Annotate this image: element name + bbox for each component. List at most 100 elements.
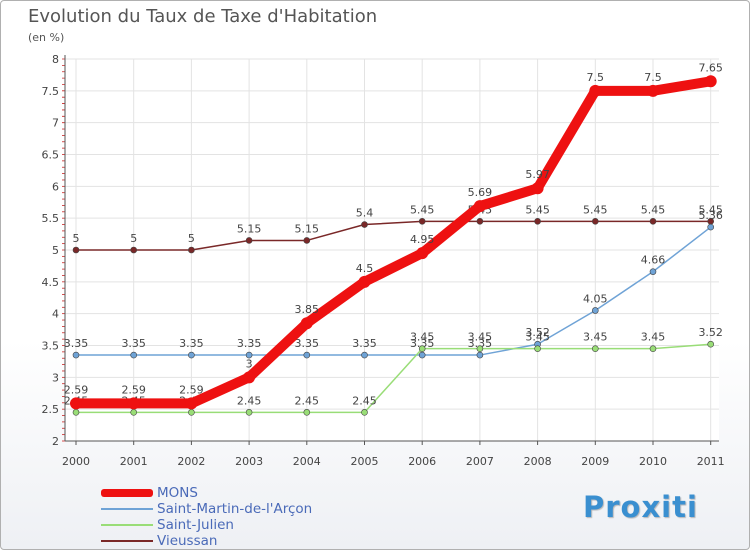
series-line: [75, 226, 712, 356]
data-label: 2.45: [237, 394, 262, 407]
data-label: 5.45: [525, 203, 550, 216]
legend-swatch-saint-martin: [101, 508, 153, 510]
data-label: 3.35: [64, 337, 89, 350]
data-label: 2.45: [295, 394, 320, 407]
data-point: [591, 307, 599, 314]
x-tick-label: 2006: [408, 455, 436, 468]
data-label: 5.45: [698, 203, 723, 216]
chart-legend: MONS Saint-Martin-de-l'Arçon Saint-Julie…: [101, 485, 312, 549]
data-label: 5.45: [583, 203, 608, 216]
data-point: [130, 246, 137, 254]
data-point: [589, 84, 602, 97]
data-point: [534, 345, 541, 352]
data-label: 7.65: [698, 61, 723, 74]
data-label: 3.45: [468, 331, 493, 344]
legend-item-saint-julien: Saint-Julien: [101, 517, 312, 533]
legend-label-saint-martin: Saint-Martin-de-l'Arçon: [157, 501, 313, 517]
data-label: 3.35: [410, 337, 435, 350]
y-tick-label: 7: [52, 117, 59, 130]
data-label: 4.5: [356, 262, 374, 275]
legend-swatch-mons: [101, 489, 153, 497]
data-point: [185, 397, 198, 410]
x-tick-label: 2005: [351, 455, 379, 468]
data-point: [70, 397, 82, 410]
data-point: [418, 351, 426, 359]
data-point: [303, 409, 311, 416]
data-label: 3.85: [295, 303, 320, 316]
legend-label-saint-julien: Saint-Julien: [157, 517, 234, 533]
data-point: [704, 75, 717, 88]
data-point: [188, 409, 195, 416]
x-tick-label: 2004: [293, 455, 321, 468]
series-saint-martin-de-l-ar-on: 3.35 3.35 3.35 3.35 3.35 3.35 3.35 3.35 3.52 4.05…: [64, 209, 723, 359]
data-label: 4.66: [641, 254, 666, 267]
data-point: [707, 340, 715, 348]
y-tick-label: 7.5: [42, 85, 60, 98]
data-label: 3.52: [698, 326, 723, 339]
data-point: [72, 409, 80, 416]
data-point: [130, 351, 137, 359]
chart-unit-label: (en %): [28, 31, 65, 44]
data-label: 2.59: [121, 383, 146, 396]
data-point: [188, 246, 195, 254]
data-point: [534, 218, 541, 225]
data-point: [649, 218, 657, 225]
data-point: [72, 351, 80, 359]
data-label: 7.5: [644, 71, 662, 84]
series-line: [75, 343, 712, 414]
data-point: [245, 409, 253, 416]
data-point: [245, 237, 253, 244]
data-point: [418, 218, 426, 225]
data-label: 7.5: [587, 71, 605, 84]
data-label: 5: [188, 232, 195, 245]
y-tick-label: 6: [52, 180, 59, 193]
data-label: 3.45: [641, 331, 666, 344]
legend-label-mons: MONS: [157, 485, 198, 501]
data-label: 5.97: [525, 168, 550, 181]
legend-item-mons: MONS: [101, 485, 312, 501]
data-label: 5.15: [237, 222, 262, 235]
y-tick-label: 5.5: [42, 212, 60, 225]
data-label: 2.59: [179, 383, 204, 396]
data-label: 5.36: [698, 209, 723, 222]
data-label: 3.45: [410, 331, 435, 344]
data-point: [418, 345, 426, 352]
data-label: 3.35: [468, 337, 493, 350]
data-point: [243, 371, 256, 384]
data-label: 3.45: [583, 331, 608, 344]
data-point: [358, 275, 371, 288]
data-point: [361, 221, 368, 228]
y-tick-label: 8: [52, 53, 59, 66]
data-label: 5.45: [641, 203, 666, 216]
data-point: [707, 223, 715, 231]
x-tick-label: 2002: [177, 455, 205, 468]
y-tick-label: 2: [52, 435, 59, 448]
x-tick-label: 2000: [62, 455, 90, 468]
data-point: [130, 409, 137, 416]
data-label: 4.05: [583, 292, 608, 305]
data-label: 3.35: [237, 337, 262, 350]
y-tick-label: 6.5: [42, 149, 60, 162]
data-point: [473, 200, 486, 213]
data-point: [531, 182, 544, 195]
data-point: [416, 247, 429, 260]
proxiti-logo: Proxiti: [583, 490, 698, 524]
data-point: [476, 351, 484, 359]
series-line: [71, 76, 716, 409]
data-point: [649, 345, 657, 352]
x-tick-label: 2007: [466, 455, 494, 468]
chart-title: Evolution du Taux de Taxe d'Habitation: [28, 6, 378, 27]
data-label: 3.52: [525, 326, 550, 339]
data-point: [245, 351, 253, 359]
series-mons: 2.59 2.59 2.59 3 3.85 4.5 4.95 5.69 5.97 7.5 7.5 7.…: [64, 61, 723, 410]
data-point: [591, 218, 599, 225]
data-label: 3.35: [352, 337, 377, 350]
data-point: [72, 246, 80, 254]
x-tick-label: 2009: [581, 455, 609, 468]
data-point: [476, 218, 484, 225]
legend-swatch-vieussan: [101, 540, 153, 542]
data-point: [591, 345, 599, 352]
data-label: 4.95: [410, 233, 435, 246]
data-label: 3.35: [179, 337, 204, 350]
